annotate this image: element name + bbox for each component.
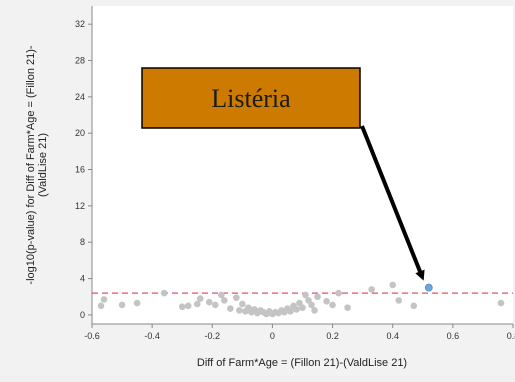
- plot-area: [92, 6, 513, 324]
- x-tick-label: 0.2: [326, 331, 339, 341]
- x-tick-label: 0: [270, 331, 275, 341]
- data-point: [184, 302, 192, 310]
- data-point: [287, 307, 294, 315]
- data-point: [193, 300, 201, 308]
- data-point: [239, 300, 246, 308]
- data-point: [221, 297, 228, 304]
- data-point: [205, 298, 213, 306]
- data-point: [227, 305, 234, 312]
- y-tick-label: 8: [80, 237, 85, 247]
- data-point: [97, 302, 105, 310]
- data-point: [100, 296, 108, 303]
- data-point: [389, 281, 397, 289]
- data-point: [302, 291, 309, 299]
- x-tick-label: -0.6: [84, 331, 100, 341]
- data-point: [293, 306, 300, 313]
- x-tick-label: -0.4: [144, 331, 160, 341]
- listeria-callout: Listéria: [141, 67, 425, 281]
- y-tick-label: 28: [75, 56, 85, 66]
- data-point: [178, 303, 186, 311]
- data-point: [196, 295, 204, 302]
- y-tick-label: 32: [75, 19, 85, 29]
- x-axis: -0.6 -0.4 -0.2 0 0.2 0.4 0.6 0.8: [84, 324, 515, 341]
- data-point: [335, 289, 342, 297]
- data-point: [233, 294, 240, 301]
- data-point: [236, 307, 243, 314]
- listeria-point: [424, 283, 433, 292]
- y-axis-title: -log10(p-value) for Diff of Farm*Age = (…: [25, 45, 49, 284]
- data-point: [323, 297, 330, 305]
- data-point: [133, 299, 141, 307]
- callout-arrow: [360, 125, 425, 281]
- data-point: [314, 293, 321, 301]
- y-axis: 0 4 8 12 16 20 24 28 32: [75, 19, 92, 320]
- y-tick-label: 4: [80, 274, 85, 284]
- data-point: [118, 301, 126, 309]
- data-point: [211, 301, 219, 309]
- data-point: [344, 304, 351, 311]
- y-axis-title-line-1: -log10(p-value) for Diff of Farm*Age = (…: [25, 45, 37, 284]
- x-axis-title: Diff of Farm*Age = (Fillon 21)-(ValdLise…: [197, 357, 407, 369]
- data-point: [311, 307, 318, 314]
- y-tick-label: 12: [75, 201, 85, 211]
- x-tick-label: 0.6: [447, 331, 460, 341]
- data-point: [299, 304, 306, 311]
- y-tick-label: 16: [75, 165, 85, 175]
- y-tick-label: 24: [75, 92, 85, 102]
- callout-label: Listéria: [211, 84, 291, 113]
- y-tick-label: 20: [75, 128, 85, 138]
- data-point: [308, 301, 315, 309]
- data-point: [497, 299, 505, 307]
- callout-box: [141, 67, 361, 129]
- y-axis-title-line-2: (ValdLise 21): [37, 133, 49, 197]
- data-point: [160, 289, 168, 297]
- data-point: [395, 297, 403, 304]
- x-tick-label: 0.8: [507, 331, 515, 341]
- highlighted-points: [424, 283, 433, 292]
- x-tick-label: -0.2: [205, 331, 221, 341]
- data-point: [329, 301, 336, 309]
- x-tick-label: 0.4: [386, 331, 399, 341]
- data-point: [410, 302, 418, 310]
- y-tick-label: 0: [80, 310, 85, 320]
- data-point: [368, 286, 375, 293]
- data-point: [218, 291, 225, 299]
- data-points: [97, 281, 505, 318]
